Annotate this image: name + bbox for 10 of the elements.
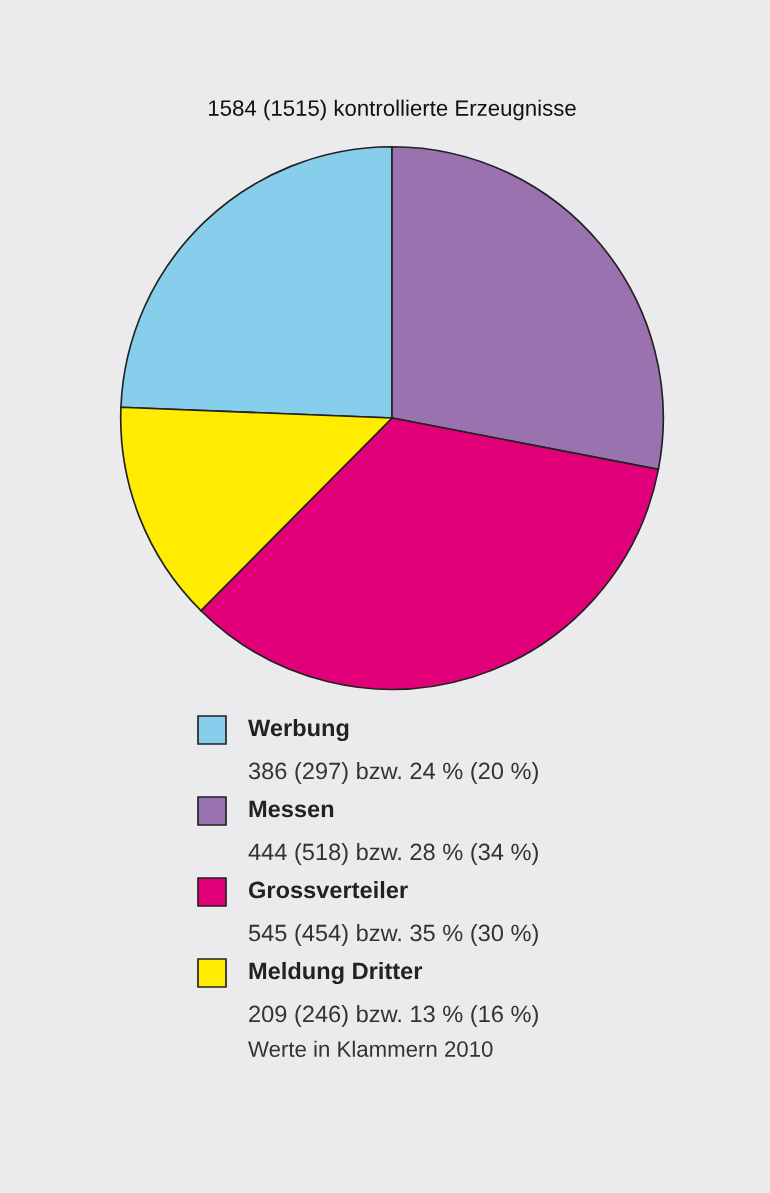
data-label: 545 (454) bzw. 35 % (30 %) (248, 923, 538, 946)
legend-label: Meldung Dritter (249, 961, 423, 985)
legend-label: Werbung (248, 718, 349, 742)
chart-title: 1584 (1515) kontrollierte Erzeugnisse (209, 99, 576, 121)
legend-label: Messen (249, 800, 334, 818)
text: Werte in Klammern 2010 (248, 1040, 493, 1057)
data-label: 386 (297) bzw. 24 % (20 %) (248, 761, 538, 784)
legend-label: Grossverteiler (248, 880, 408, 899)
data-label: 444 (518) bzw. 28 % (34 %) (248, 842, 538, 865)
data-label: 209 (246) bzw. 13 % (16 %) (249, 1004, 538, 1027)
